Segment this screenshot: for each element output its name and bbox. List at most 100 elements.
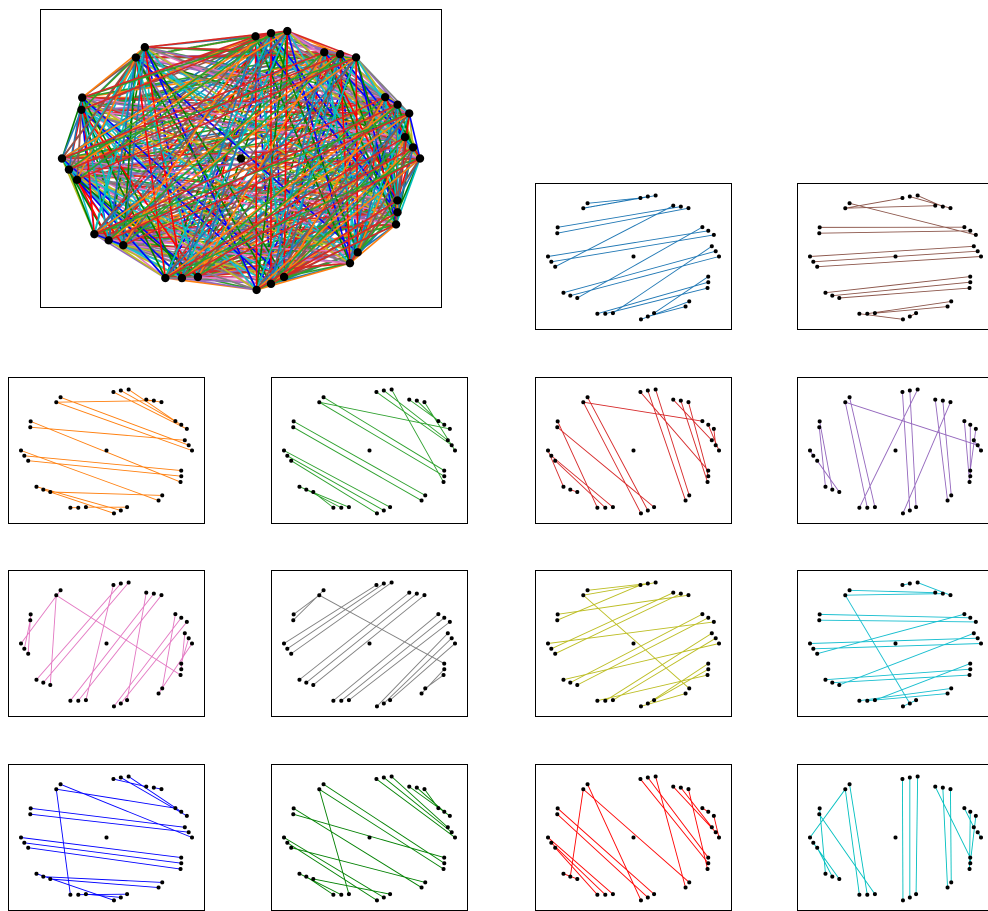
node [159,787,164,792]
node [971,244,976,249]
edge [135,57,183,279]
node [374,704,379,709]
node [975,636,980,641]
edge [68,30,288,171]
node [311,876,316,881]
edge [68,168,285,278]
node [706,474,711,479]
node [445,438,450,443]
edge [43,876,163,883]
node [561,677,566,682]
edge [283,223,397,278]
node [907,701,912,706]
node [321,395,326,400]
node [837,682,842,687]
node [713,249,718,254]
edge [122,112,410,246]
edge [313,878,391,895]
edge [844,594,911,704]
node [76,698,81,703]
axes-frame [797,570,988,717]
edges [547,195,720,320]
node [653,580,658,585]
node [857,698,862,703]
node [933,203,938,208]
node [687,493,692,498]
node [687,299,692,304]
node [297,484,302,489]
node [345,258,355,268]
node [817,231,822,236]
node [933,397,938,402]
edge [164,104,399,279]
nodes [808,774,983,903]
node [179,667,184,672]
node [595,892,600,897]
edge [42,582,129,683]
node [638,704,643,709]
node [915,387,920,392]
edge [832,281,971,297]
node [41,874,46,879]
edge [108,103,398,242]
edge [819,619,976,623]
node [706,280,711,285]
edge [597,281,709,315]
node [41,680,46,685]
node [968,861,973,866]
node [645,508,650,513]
node [131,53,141,62]
edge [60,783,193,838]
node [968,474,973,479]
axes-frame [797,764,988,911]
edge [108,239,166,279]
edge [135,57,167,279]
node [125,892,130,897]
edge [582,788,690,883]
node [111,583,116,588]
edge [587,397,649,511]
edge [61,57,137,159]
nodes [19,387,194,516]
node [585,201,590,206]
node [979,641,983,646]
node [585,395,590,400]
node [374,898,379,903]
node [968,228,973,233]
node [126,387,131,392]
nodes [546,774,721,903]
nodes [546,387,721,516]
node [555,425,560,430]
panel-matching-4 [271,377,468,524]
node [393,208,402,217]
node [291,812,296,817]
node [186,443,191,448]
node [915,580,920,585]
edge [950,789,952,883]
node [178,673,183,678]
edge [323,783,445,864]
node [907,314,912,319]
edge [825,276,971,294]
node [442,474,447,479]
edge [255,35,421,160]
edge [655,389,690,496]
node [595,505,600,510]
edge [81,30,288,99]
panel-matching-6 [797,377,988,524]
node [645,895,650,900]
edge [81,35,256,99]
node [561,871,566,876]
edge [845,197,903,209]
node [948,593,953,598]
node [945,885,950,890]
node [549,453,554,458]
panel-matching-12 [271,764,468,911]
node [686,206,691,211]
edge [942,400,952,496]
node [717,835,721,840]
node [575,295,580,300]
node [26,845,31,850]
edge [61,157,272,285]
edges [809,195,982,320]
